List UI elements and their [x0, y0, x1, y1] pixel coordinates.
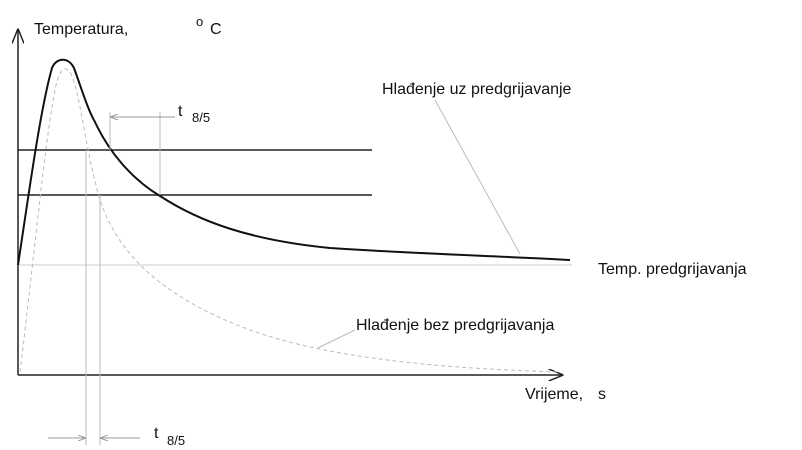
leader-line — [434, 99, 521, 255]
t85-bottom-sub: 8/5 — [167, 433, 185, 448]
y-axis-unit: C — [210, 21, 222, 38]
leader-line — [317, 329, 356, 349]
curve-with-preheat — [17, 58, 571, 266]
t85-bottom: t — [154, 425, 159, 442]
curve-without-preheat — [19, 68, 561, 373]
y-axis-unit-sup: o — [196, 14, 203, 29]
x-axis-label: Vrijeme, — [525, 386, 583, 403]
x-axis-unit: s — [598, 386, 606, 403]
label-without-preheat: Hlađenje bez predgrijavanja — [356, 317, 554, 334]
t85-top-sub: 8/5 — [192, 110, 210, 125]
t85-top: t — [178, 103, 183, 120]
y-axis-label: Temperatura, — [34, 21, 128, 38]
label-with-preheat: Hlađenje uz predgrijavanje — [382, 81, 572, 98]
label-preheat-level: Temp. predgrijavanja — [598, 261, 747, 278]
